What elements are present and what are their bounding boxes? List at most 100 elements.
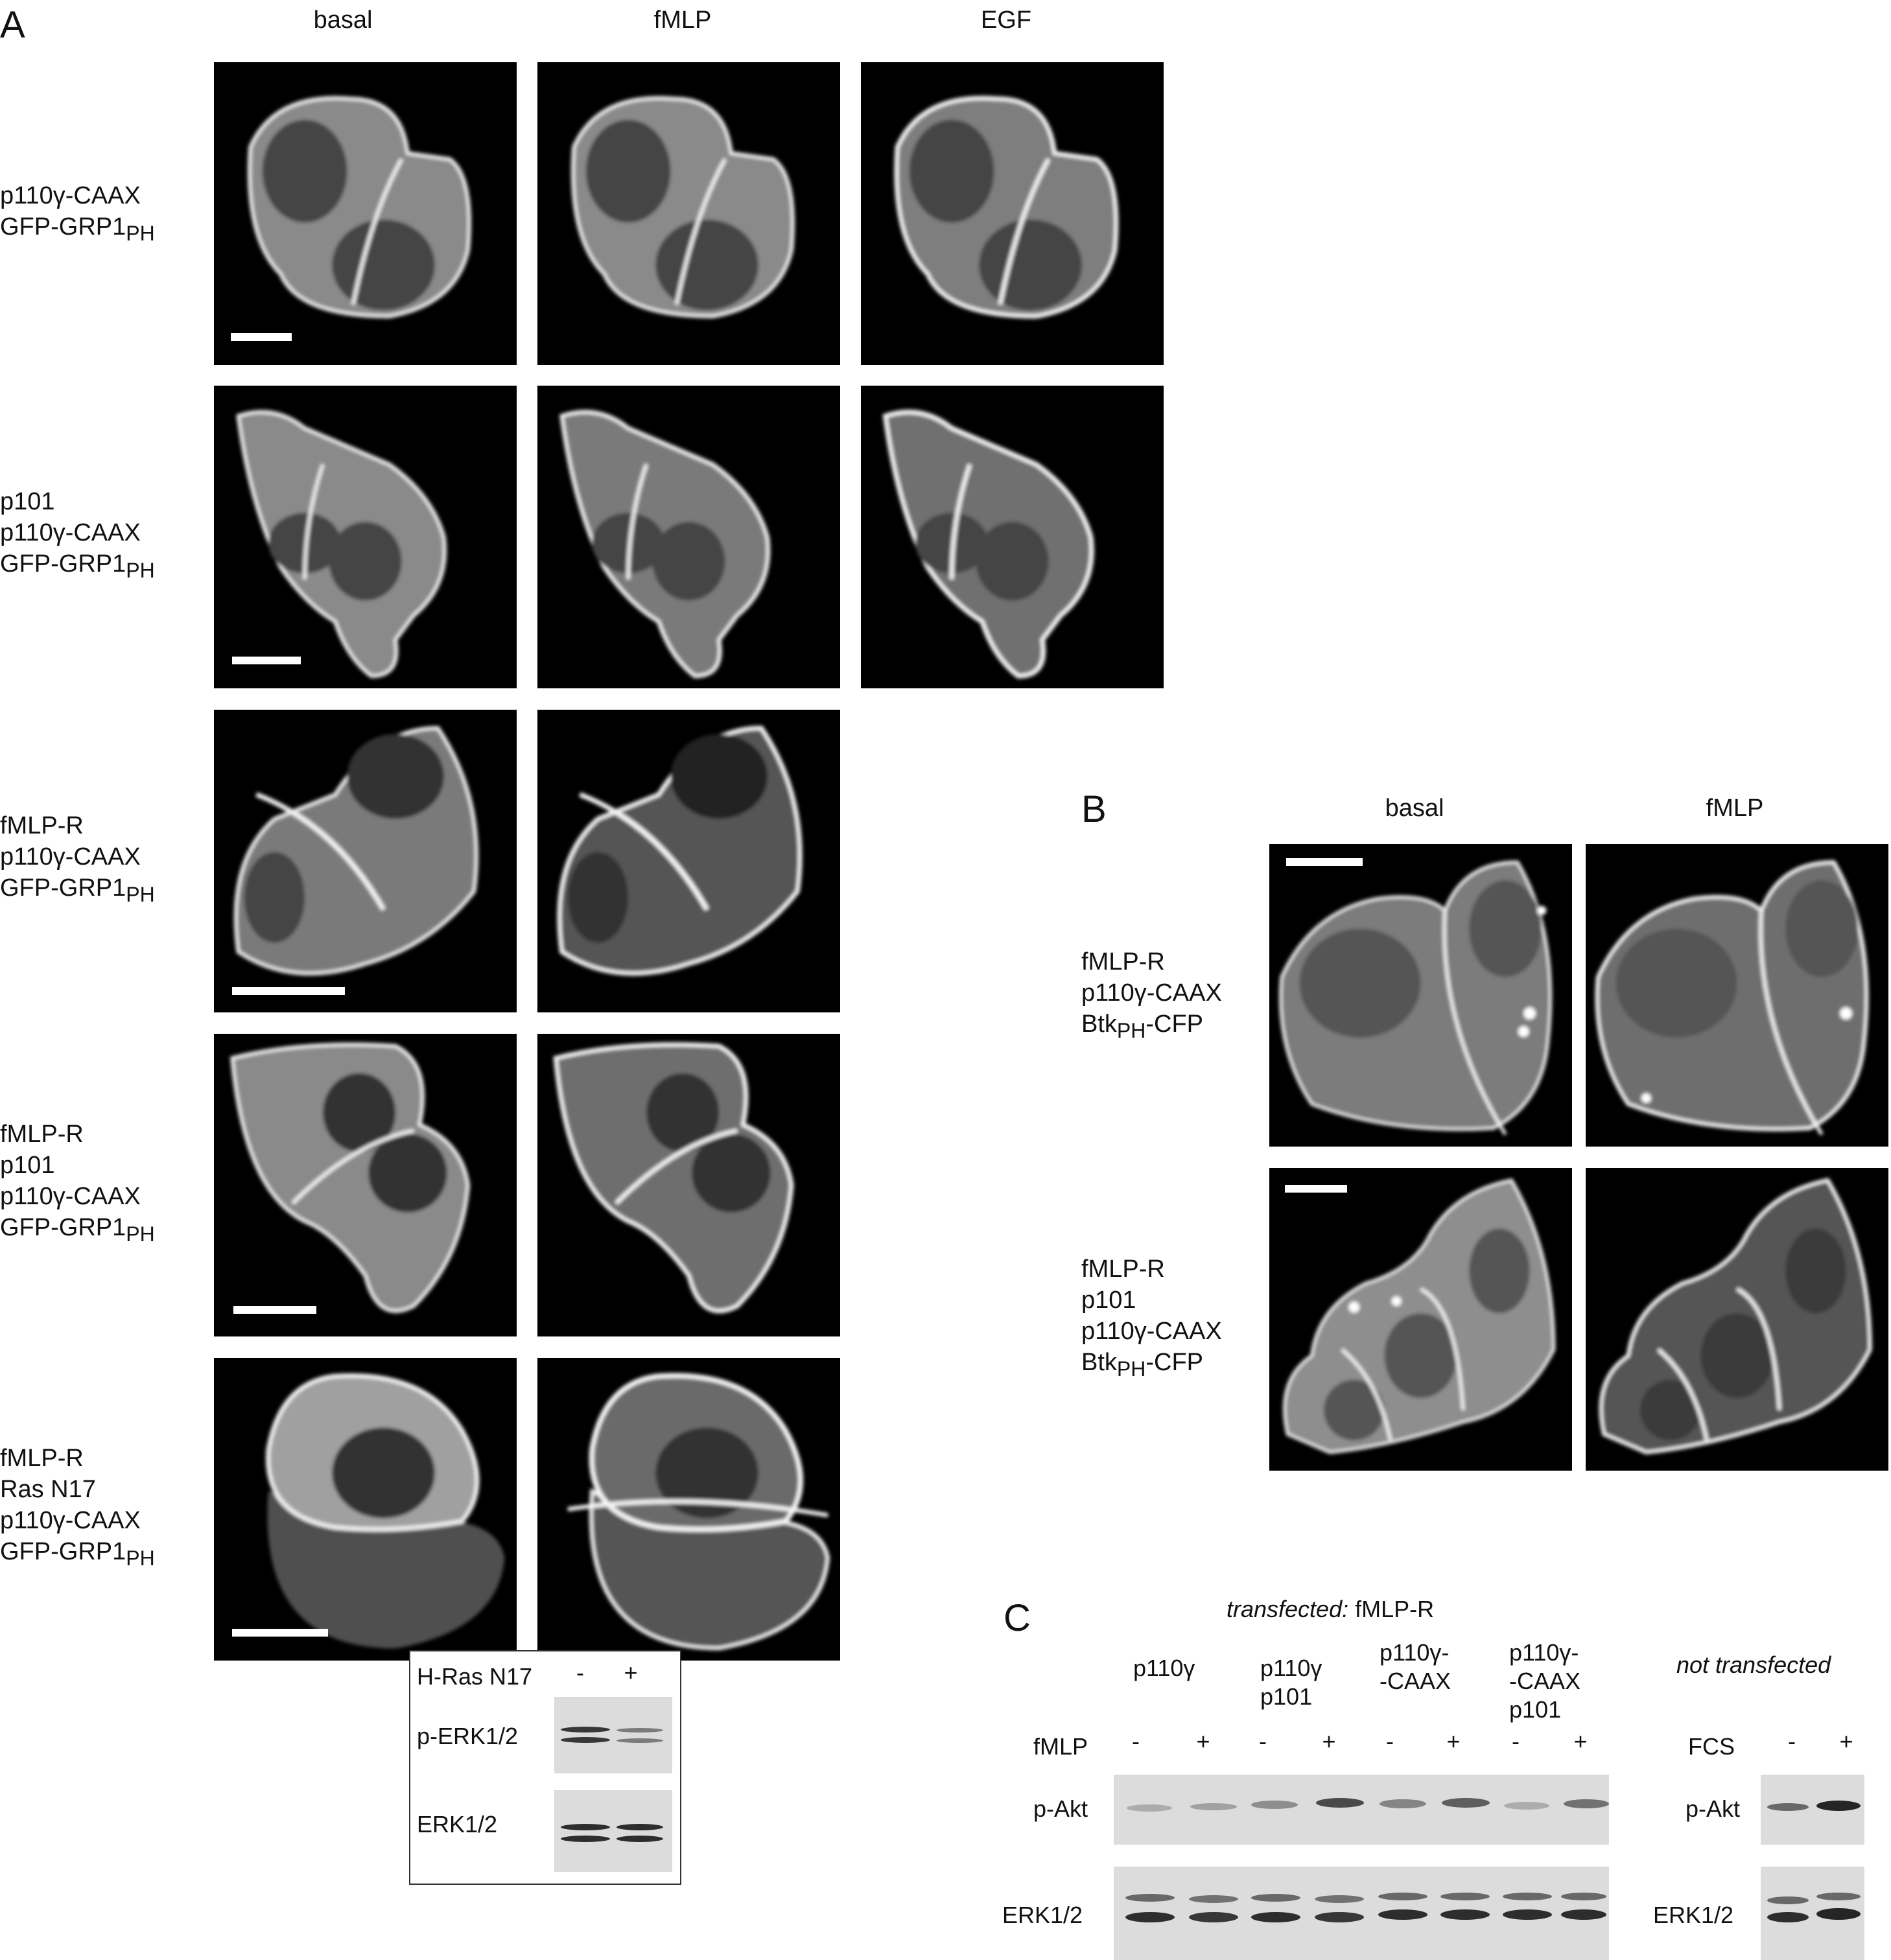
band (1503, 1909, 1552, 1920)
band (1380, 1799, 1426, 1808)
band (1816, 1908, 1861, 1920)
not-transfected-label: not transfected (1676, 1651, 1831, 1678)
lane-minus: - (1788, 1728, 1796, 1755)
lane-plus: + (1446, 1728, 1461, 1755)
lane-plus: + (1322, 1728, 1336, 1755)
row-label-line: p101 (0, 1152, 55, 1179)
erk-blot-not-transfected (1761, 1867, 1864, 1960)
micrograph-a-r2-fmlp (537, 386, 840, 688)
panel-b-col-fmlp: fMLP (1706, 795, 1764, 822)
row-label-line: fMLP-R (0, 812, 84, 839)
lane-minus: - (1132, 1728, 1140, 1755)
micrograph-b-r1-basal (1269, 844, 1572, 1147)
pakt-blot-not-transfected (1761, 1775, 1864, 1845)
row-label-line: p110γ-CAAX (0, 1183, 141, 1210)
micrograph-b-r1-fmlp (1586, 844, 1888, 1147)
panel-b-col-basal: basal (1385, 795, 1444, 822)
group-label-1: p110γ (1133, 1655, 1195, 1681)
group-label-3: p110γ- -CAAX (1380, 1639, 1451, 1694)
lane-plus: + (1196, 1728, 1210, 1755)
scale-bar (232, 987, 345, 995)
lane-plus: + (624, 1659, 638, 1686)
band (1251, 1894, 1300, 1902)
fcs-row-label: FCS (1688, 1733, 1735, 1760)
erk-row-label-nt: ERK1/2 (1653, 1902, 1734, 1928)
row-label-line: fMLP-R (1081, 1255, 1165, 1283)
panel-a-row1-label: p110γ-CAAX GFP-GRP1PH (0, 180, 155, 244)
ras-n17-erk-blot-inset: H-Ras N17 - + p-ERK1/2 ERK1/2 (409, 1650, 681, 1885)
scale-bar (233, 1306, 316, 1314)
pakt-blot-transfected (1114, 1775, 1609, 1845)
inset-row-perk: p-ERK1/2 (417, 1723, 519, 1749)
group-label-2: p110γ p101 (1260, 1655, 1322, 1710)
band (561, 1727, 610, 1732)
band (1315, 1895, 1364, 1903)
panel-a-col-fmlp: fMLP (653, 6, 712, 34)
band (1127, 1804, 1172, 1812)
band (1189, 1895, 1238, 1903)
panel-a-row2-label: p101 p110γ-CAAX GFP-GRP1PH (0, 486, 155, 581)
row-label-line: Ras N17 (0, 1476, 96, 1503)
band (1564, 1799, 1609, 1808)
perk-blot (554, 1697, 672, 1773)
panel-a-col-basal: basal (313, 6, 373, 34)
micrograph-a-r1-fmlp (537, 62, 840, 365)
band (1190, 1803, 1237, 1810)
band (1125, 1894, 1175, 1902)
panel-a-row4-label: fMLP-R p101 p110γ-CAAX GFP-GRP1PH (0, 1119, 155, 1246)
band (617, 1836, 663, 1842)
band (1378, 1893, 1427, 1900)
inset-header: H-Ras N17 (417, 1663, 533, 1690)
panel-a-letter: A (0, 4, 25, 46)
panel-b-row1-label: fMLP-R p110γ-CAAX BtkPH-CFP (1081, 946, 1222, 1042)
row-label-line: p101 (1081, 1287, 1136, 1314)
panel-a-row5-label: fMLP-R Ras N17 p110γ-CAAX GFP-GRP1PH (0, 1443, 155, 1569)
micrograph-a-r4-fmlp (537, 1034, 840, 1336)
band (1561, 1893, 1606, 1900)
panel-b-letter: B (1081, 788, 1107, 830)
row-label-line: p110γ-CAAX (1081, 1318, 1222, 1345)
band (617, 1728, 663, 1732)
band (1767, 1912, 1809, 1922)
group-label-4: p110γ- -CAAX p101 (1509, 1639, 1581, 1723)
micrograph-b-r2-fmlp (1586, 1168, 1888, 1471)
lane-minus: - (1259, 1728, 1267, 1755)
panel-b-row2-label: fMLP-R p101 p110γ-CAAX BtkPH-CFP (1081, 1254, 1222, 1379)
lane-plus: + (1573, 1728, 1588, 1755)
scale-bar (1285, 1185, 1347, 1193)
title-receptor: fMLP-R (1348, 1596, 1435, 1622)
row-label-line: fMLP-R (1081, 948, 1165, 975)
band (1440, 1909, 1490, 1920)
band (1125, 1912, 1175, 1922)
band (1251, 1801, 1298, 1809)
micrograph-a-r2-egf (861, 386, 1164, 688)
micrograph-b-r2-basal (1269, 1168, 1572, 1471)
micrograph-a-r1-egf (861, 62, 1164, 365)
row-label-line: p110γ-CAAX (0, 182, 141, 209)
micrograph-a-r1-basal (214, 62, 517, 365)
band (1315, 1912, 1364, 1922)
band (1503, 1893, 1552, 1900)
micrograph-a-r3-fmlp (537, 710, 840, 1012)
row-label-line: p110γ-CAAX (1081, 979, 1222, 1007)
inset-row-erk: ERK1/2 (417, 1811, 498, 1838)
scale-bar (231, 333, 292, 341)
row-label-line: BtkPH-CFP (1081, 1010, 1204, 1042)
row-label-line: p110γ-CAAX (0, 519, 141, 546)
band (561, 1737, 610, 1743)
band (1767, 1803, 1809, 1811)
erk-blot (554, 1790, 672, 1872)
band (1767, 1896, 1809, 1904)
micrograph-a-r3-basal (214, 710, 517, 1012)
panel-a-col-egf: EGF (980, 6, 1032, 34)
row-label-line: GFP-GRP1PH (0, 1214, 155, 1246)
lane-minus: - (576, 1659, 584, 1686)
scale-bar (232, 657, 301, 664)
band (1378, 1909, 1427, 1920)
micrograph-a-r5-basal (214, 1358, 517, 1661)
band (561, 1836, 610, 1842)
lane-minus: - (1386, 1728, 1394, 1755)
band (1316, 1798, 1364, 1808)
band (1440, 1893, 1490, 1900)
micrograph-a-r5-fmlp (537, 1358, 840, 1661)
